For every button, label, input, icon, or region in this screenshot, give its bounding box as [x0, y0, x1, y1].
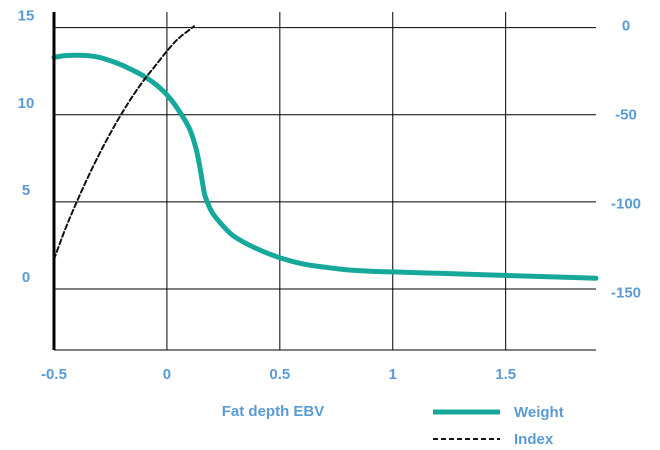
- x-axis-tick-labels: -0.5 0 0.5 1 1.5: [41, 366, 516, 383]
- y2-tick-label: -150: [611, 284, 641, 301]
- y-tick-label: 0: [22, 269, 30, 286]
- y2-tick-label: -50: [615, 106, 637, 123]
- series-lines: [51, 25, 599, 281]
- y-tick-label: 10: [18, 95, 35, 112]
- x-tick-label: 1.5: [495, 366, 516, 383]
- axes: [52, 12, 596, 351]
- right-y-axis-tick-labels: 0 -50 -100 -150: [611, 17, 641, 301]
- y2-tick-label: 0: [622, 17, 630, 34]
- x-tick-label: -0.5: [41, 366, 67, 383]
- gridlines: [54, 12, 596, 350]
- series-line-index: [53, 25, 195, 261]
- x-tick-label: 0: [163, 366, 171, 383]
- left-y-axis-tick-labels: 0 5 10 15: [18, 8, 35, 286]
- legend: Weight Index: [433, 404, 564, 448]
- x-tick-label: 1: [389, 366, 397, 383]
- x-axis-title: Fat depth EBV: [222, 403, 325, 420]
- y2-tick-label: -100: [611, 195, 641, 212]
- legend-label-weight: Weight: [514, 404, 564, 421]
- series-line-weight: [51, 52, 599, 281]
- x-tick-label: 0.5: [269, 366, 290, 383]
- legend-label-index: Index: [514, 431, 554, 448]
- y-tick-label: 15: [18, 8, 35, 25]
- y-tick-label: 5: [22, 182, 30, 199]
